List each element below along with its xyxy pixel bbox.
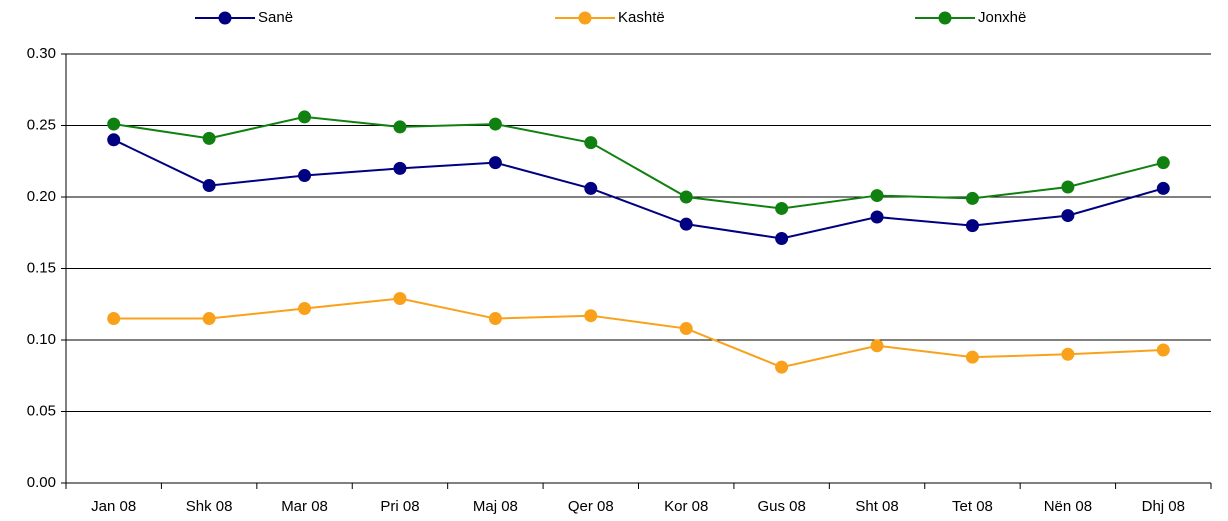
x-tick-label: Nën 08 [1044, 498, 1092, 515]
data-point [488, 117, 502, 131]
data-point [1156, 156, 1170, 170]
y-tick-label: 0.10 [27, 331, 56, 348]
data-point [775, 231, 789, 245]
legend-marker [938, 11, 952, 25]
data-point [488, 312, 502, 326]
data-point [1156, 343, 1170, 357]
data-point [584, 136, 598, 150]
data-point [1061, 180, 1075, 194]
legend-label: Jonxhë [978, 9, 1026, 26]
data-point [202, 312, 216, 326]
series-line [113, 138, 1164, 240]
y-tick-label: 0.00 [27, 474, 56, 491]
data-point [584, 309, 598, 323]
y-tick-label: 0.15 [27, 259, 56, 276]
series-line [113, 115, 1164, 210]
data-point [298, 302, 312, 316]
x-tick-label: Kor 08 [664, 498, 708, 515]
data-point [107, 312, 121, 326]
data-point [775, 360, 789, 374]
data-point [965, 219, 979, 233]
x-tick-label: Dhj 08 [1142, 498, 1185, 515]
data-point [965, 191, 979, 205]
x-tick-label: Mar 08 [281, 498, 328, 515]
x-tick-label: Tet 08 [952, 498, 993, 515]
legend-marker [578, 11, 592, 25]
x-tick-label: Maj 08 [473, 498, 518, 515]
legend-label: Kashtë [618, 9, 665, 26]
y-tick-label: 0.05 [27, 402, 56, 419]
x-tick-label: Sht 08 [855, 498, 898, 515]
data-point [1156, 181, 1170, 195]
y-tick-label: 0.30 [27, 45, 56, 62]
x-tick-label: Pri 08 [380, 498, 419, 515]
data-point [107, 117, 121, 131]
data-point [870, 339, 884, 353]
data-point [965, 350, 979, 364]
data-point [1061, 209, 1075, 223]
data-point [679, 217, 693, 231]
data-point [679, 322, 693, 336]
data-point [870, 189, 884, 203]
x-tick-label: Gus 08 [757, 498, 805, 515]
y-tick-label: 0.20 [27, 188, 56, 205]
data-point [775, 201, 789, 215]
x-tick-label: Shk 08 [186, 498, 233, 515]
data-point [298, 169, 312, 183]
data-point [298, 110, 312, 124]
x-tick-label: Qer 08 [568, 498, 614, 515]
data-point [679, 190, 693, 204]
data-point [107, 133, 121, 147]
data-point [393, 120, 407, 134]
data-point [488, 156, 502, 170]
series-line [113, 297, 1164, 369]
data-point [393, 161, 407, 175]
x-tick-label: Jan 08 [91, 498, 136, 515]
y-tick-label: 0.25 [27, 116, 56, 133]
data-point [202, 131, 216, 145]
data-point [1061, 347, 1075, 361]
legend-label: Sanë [258, 9, 293, 26]
data-point [202, 179, 216, 193]
legend-marker [218, 11, 232, 25]
data-point [584, 181, 598, 195]
data-point [870, 210, 884, 224]
data-point [393, 292, 407, 306]
